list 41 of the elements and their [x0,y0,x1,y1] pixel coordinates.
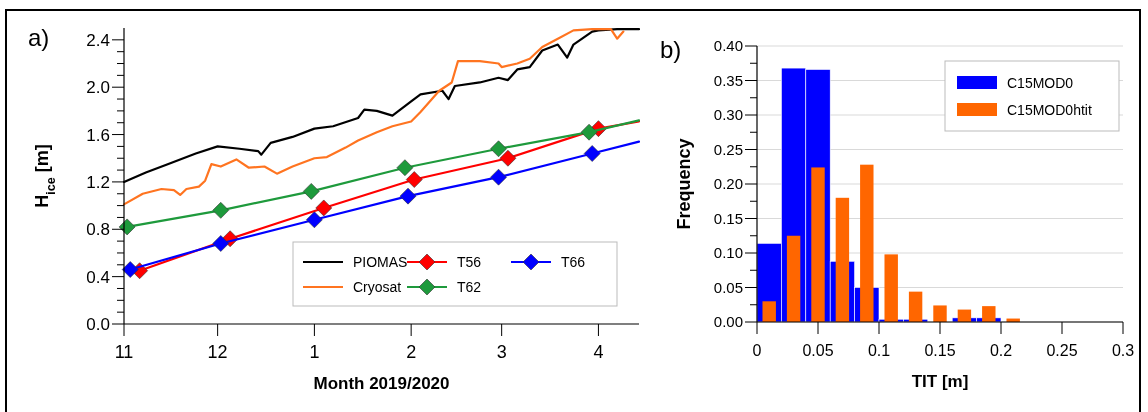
legend-label: T62 [457,278,482,295]
y-tick-label: 0.30 [713,106,743,124]
x-tick-label: 11 [114,342,134,362]
x-tick-label: 3 [496,342,507,362]
x-tick-label: 2 [406,342,417,362]
legend-label: T66 [561,253,586,270]
y-tick-label: 0.05 [713,278,743,296]
text: a) [28,24,50,51]
x-tick-label: 4 [593,342,604,362]
y-tick-label: 0.8 [86,220,110,240]
text: b) [660,36,682,63]
y-tick-label: 0.0 [86,314,110,334]
x-tick-label: 0.15 [924,342,956,359]
legend-label: Cryosat [353,278,402,295]
legend-label: C15MOD0htit [1007,101,1092,118]
x-tick-label: 1 [309,342,320,362]
x-tick-label: 12 [207,342,228,362]
x-tick-label: 0.2 [989,342,1013,359]
x-tick-label: 0.05 [802,342,834,359]
y-tick-label: 0.00 [713,313,743,331]
y-tick-label: 0.35 [713,71,743,89]
y-tick-label: 2.0 [86,78,110,98]
x-tick-label: 0.1 [867,342,891,359]
y-tick-label: 1.2 [86,172,110,192]
x-tick-label: 0 [752,342,762,359]
y-tick-label: 0.10 [713,244,743,262]
y-tick-label: 0.15 [713,209,743,227]
x-axis-title: Month 2019/2020 [313,374,450,393]
legend-label: C15MOD0 [1007,74,1074,91]
x-axis-title: TIT [m] [911,372,969,391]
y-tick-label: 2.4 [86,30,110,50]
y-tick-label: 0.4 [86,267,110,287]
y-axis-title: Frequency [674,138,694,230]
x-tick-label: 0.25 [1046,342,1078,359]
y-tick-label: 1.6 [86,125,110,145]
y-tick-label: 0.40 [713,37,743,55]
y-tick-label: 0.25 [713,140,743,158]
y-tick-label: 0.20 [713,175,743,193]
x-tick-label: 0.3 [1111,342,1135,359]
legend-label: PIOMAS [353,253,408,270]
legend-label: T56 [457,253,482,270]
